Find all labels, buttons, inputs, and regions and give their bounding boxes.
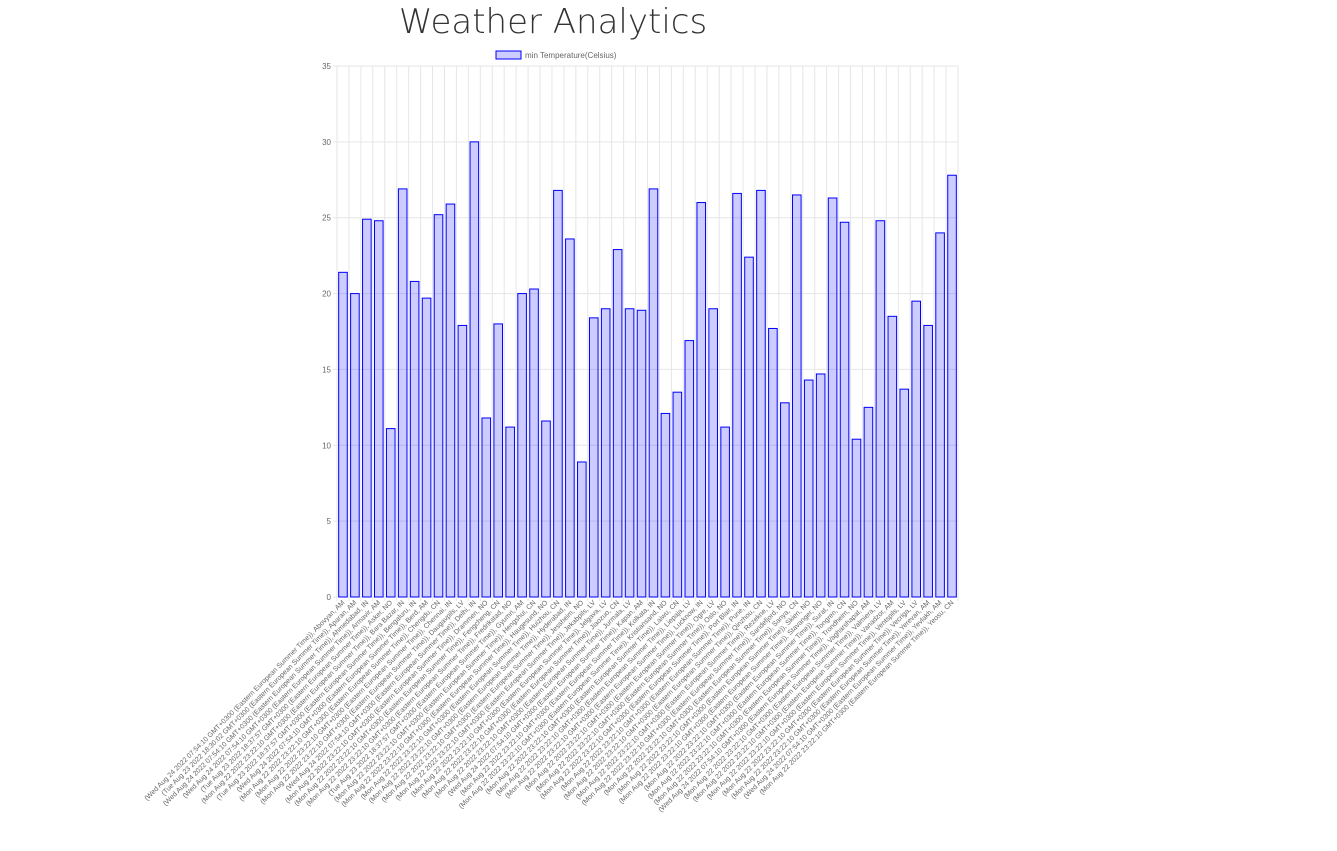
- bar[interactable]: [445, 203, 456, 598]
- bar[interactable]: [529, 288, 539, 598]
- legend-label[interactable]: min Temperature(Celsius): [525, 51, 617, 60]
- bar[interactable]: [672, 391, 683, 598]
- bar[interactable]: [648, 188, 659, 598]
- y-tick-label: 0: [327, 593, 332, 602]
- bar[interactable]: [863, 406, 874, 598]
- y-tick-label: 20: [322, 290, 331, 299]
- bar[interactable]: [791, 194, 802, 598]
- bar[interactable]: [541, 420, 551, 598]
- bar[interactable]: [720, 426, 730, 598]
- y-tick-label: 5: [327, 517, 332, 526]
- bar[interactable]: [899, 388, 910, 598]
- bar[interactable]: [803, 379, 814, 598]
- bar[interactable]: [469, 141, 480, 598]
- bar[interactable]: [923, 324, 933, 598]
- bar[interactable]: [851, 438, 862, 598]
- bar[interactable]: [827, 197, 838, 598]
- bar[interactable]: [875, 220, 886, 598]
- bar[interactable]: [744, 256, 754, 598]
- bar[interactable]: [577, 461, 587, 598]
- bar[interactable]: [708, 308, 718, 598]
- bar[interactable]: [350, 293, 360, 598]
- bar[interactable]: [696, 202, 707, 598]
- bar[interactable]: [684, 340, 695, 598]
- bar[interactable]: [935, 232, 945, 598]
- bar[interactable]: [505, 426, 515, 598]
- bar[interactable]: [565, 238, 575, 598]
- y-tick-label: 10: [322, 441, 331, 450]
- bar[interactable]: [338, 271, 348, 598]
- bar[interactable]: [947, 174, 957, 598]
- bar[interactable]: [660, 412, 671, 598]
- x-axis-labels: (Wed Aug 24 2022 07:54:10 GMT+0300 (East…: [144, 599, 956, 814]
- y-tick-label: 15: [322, 365, 331, 374]
- bar[interactable]: [780, 402, 790, 598]
- y-axis: 0 5 10 15 20 25 30 35: [322, 62, 331, 602]
- y-tick-label: 25: [322, 214, 331, 223]
- legend-swatch[interactable]: [495, 50, 522, 60]
- bar[interactable]: [362, 218, 372, 598]
- legend: min Temperature(Celsius): [495, 50, 617, 60]
- bar[interactable]: [481, 417, 492, 598]
- bar[interactable]: [756, 189, 766, 598]
- page-title: Weather Analytics: [398, 2, 708, 42]
- bar[interactable]: [493, 323, 504, 598]
- bar[interactable]: [517, 293, 527, 598]
- bar[interactable]: [839, 221, 850, 598]
- bar[interactable]: [457, 324, 468, 598]
- bar[interactable]: [612, 249, 623, 598]
- bar[interactable]: [385, 428, 396, 598]
- bar[interactable]: [636, 309, 647, 598]
- bar[interactable]: [768, 327, 778, 598]
- bar[interactable]: [624, 308, 635, 598]
- bar[interactable]: [815, 373, 826, 598]
- bar[interactable]: [588, 317, 599, 598]
- bar[interactable]: [421, 297, 432, 598]
- grid-lines: [333, 65, 959, 601]
- bar[interactable]: [887, 315, 898, 598]
- y-tick-label: 35: [322, 62, 331, 71]
- bar[interactable]: [433, 214, 444, 598]
- bar[interactable]: [600, 308, 611, 598]
- bar[interactable]: [373, 220, 384, 598]
- bar[interactable]: [409, 280, 420, 598]
- bar[interactable]: [553, 189, 563, 598]
- bar[interactable]: [732, 192, 742, 598]
- bar[interactable]: [911, 300, 922, 598]
- bars: [338, 141, 957, 598]
- bar[interactable]: [397, 188, 408, 598]
- y-tick-label: 30: [322, 138, 331, 147]
